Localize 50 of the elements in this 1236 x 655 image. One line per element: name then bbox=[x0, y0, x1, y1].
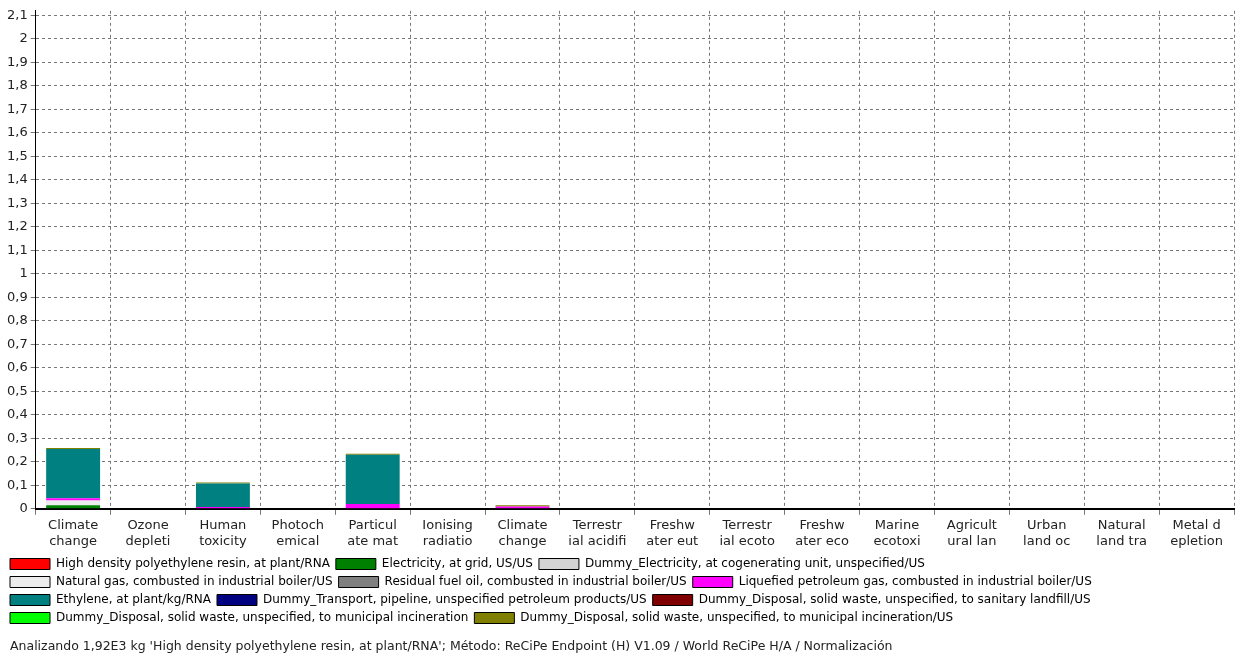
x-tick-label: Human toxicity bbox=[199, 516, 247, 548]
y-tick-label: 1,9 bbox=[6, 53, 28, 69]
y-tick-label: 0,9 bbox=[6, 288, 28, 304]
x-tick-label: Climate change bbox=[48, 516, 99, 548]
x-tick-label: Marine ecotoxi bbox=[873, 516, 921, 548]
x-tick-label: Ozone depleti bbox=[125, 516, 171, 548]
y-tick-label: 0,3 bbox=[6, 429, 28, 445]
x-tick-label: Photoch emical bbox=[271, 516, 325, 548]
y-tick-label: 1,6 bbox=[6, 124, 28, 140]
y-tick-label: 1,7 bbox=[6, 100, 28, 116]
x-tick-label: Climate change bbox=[497, 516, 548, 548]
y-tick-label: 1,4 bbox=[6, 171, 28, 187]
y-tick-label: 0,8 bbox=[6, 312, 28, 328]
y-tick-label: 0,2 bbox=[6, 453, 28, 469]
y-tick-label: 1,1 bbox=[6, 241, 28, 257]
legend-label: Electricity, at grid, US/US bbox=[381, 556, 533, 571]
y-tick-label: 2,1 bbox=[6, 6, 28, 22]
x-tick-label: Terrestr ial ecoto bbox=[719, 516, 775, 548]
y-tick-label: 1,5 bbox=[6, 147, 28, 163]
y-tick-label: 0,4 bbox=[6, 406, 28, 422]
y-tick-label: 1,8 bbox=[6, 77, 28, 93]
legend-label: Ethylene, at plant/kg/RNA bbox=[56, 592, 212, 607]
x-tick-label: Freshw ater eco bbox=[795, 516, 849, 548]
legend-label: Residual fuel oil, combusted in industrial boiler/US bbox=[384, 574, 687, 589]
legend-label: Liquefied petroleum gas, combusted in industrial boiler/US bbox=[738, 574, 1092, 589]
y-tick-label: 1 bbox=[19, 265, 28, 281]
x-tick-label: Agricult ural lan bbox=[946, 516, 997, 548]
y-tick-label: 1,2 bbox=[6, 218, 28, 234]
y-tick-label: 0,7 bbox=[6, 335, 28, 351]
x-tick-label: Natural land tra bbox=[1096, 516, 1147, 548]
y-tick-label: 0,1 bbox=[6, 476, 28, 492]
y-tick-label: 2 bbox=[19, 30, 28, 46]
legend-label: Natural gas, combusted in industrial boiler/US bbox=[56, 574, 333, 589]
y-tick-label: 1,3 bbox=[6, 194, 28, 210]
x-tick-label: Freshw ater eut bbox=[646, 516, 699, 548]
x-tick-label: Ionising radiatio bbox=[422, 516, 473, 548]
legend-label: Dummy_Electricity, at cogenerating unit, unspecified/US bbox=[584, 556, 925, 571]
x-tick-label: Metal d epletion bbox=[1170, 516, 1223, 548]
legend-label: High density polyethylene resin, at plant/RNA bbox=[56, 556, 331, 571]
legend-label: Dummy_Disposal, solid waste, unspecified, to sanitary landfill/US bbox=[698, 592, 1091, 607]
legend-label: Dummy_Transport, pipeline, unspecified petroleum products/US bbox=[262, 592, 647, 607]
y-tick-label: 0,6 bbox=[6, 359, 28, 375]
legend-label: Dummy_Disposal, solid waste, unspecified, to municipal incineration bbox=[56, 610, 469, 625]
y-tick-label: 0 bbox=[19, 500, 28, 516]
x-tick-label: Terrestr ial acidifi bbox=[568, 516, 627, 548]
legend-label: Dummy_Disposal, solid waste, unspecified, to municipal incineration/US bbox=[520, 610, 954, 625]
x-tick-label: Urban land oc bbox=[1023, 516, 1071, 548]
x-tick-label: Particul ate mat bbox=[347, 516, 399, 548]
text: Analizando 1,92E3 kg 'High density polyethylene resin, at plant/RNA'; Método: ReCiPe Endpoint (H) V1.09 / World ReCiPe H/A / Normalización bbox=[10, 638, 893, 653]
y-tick-label: 0,5 bbox=[6, 382, 28, 398]
